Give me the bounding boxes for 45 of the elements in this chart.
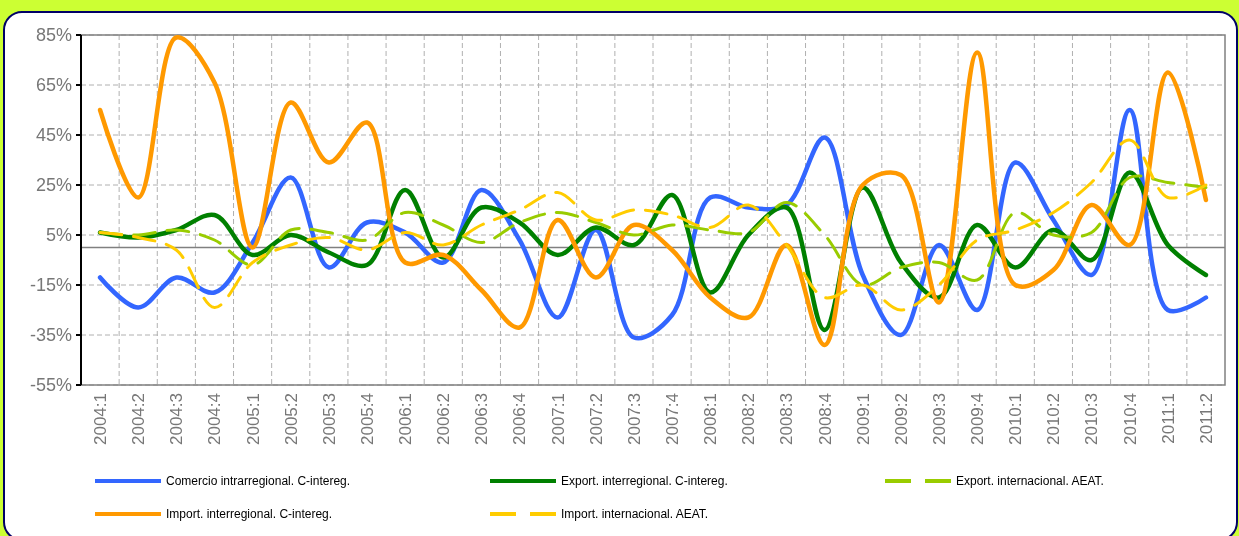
x-tick-label: 2004:1 xyxy=(91,393,111,445)
y-tick-label: 5% xyxy=(45,225,72,246)
y-tick-label: -35% xyxy=(29,325,72,346)
x-tick-label: 2011:1 xyxy=(1158,393,1178,444)
x-tick-label: 2004:3 xyxy=(167,393,187,445)
y-tick-label: -55% xyxy=(29,375,72,396)
line-series xyxy=(98,138,1208,312)
y-tick-label: -15% xyxy=(29,275,72,296)
x-tick-label: 2005:3 xyxy=(319,393,339,445)
x-tick-label: 2009:2 xyxy=(891,393,911,445)
legend-label: Import. interregional. C-intereg. xyxy=(166,507,333,522)
x-tick-label: 2005:4 xyxy=(357,393,377,445)
x-tick-label: 2007:2 xyxy=(586,393,606,445)
x-tick-label: 2007:1 xyxy=(548,393,568,445)
x-tick-label: 2006:1 xyxy=(396,393,416,445)
x-tick-label: 2006:2 xyxy=(434,393,454,445)
x-tick-label: 2005:1 xyxy=(243,393,263,445)
x-tick-label: 2008:2 xyxy=(739,393,759,445)
legend-label: Comercio intrarregional. C-intereg. xyxy=(166,474,351,489)
x-tick-label: 2006:3 xyxy=(472,393,492,445)
x-tick-label: 2005:2 xyxy=(281,393,301,445)
x-tick-label: 2008:1 xyxy=(701,393,721,445)
x-tick-label: 2010:3 xyxy=(1082,393,1102,445)
x-tick-label: 2010:1 xyxy=(1006,393,1026,445)
x-tick-label: 2010:4 xyxy=(1120,393,1140,445)
x-tick-label: 2007:4 xyxy=(663,393,683,445)
y-tick-label: 25% xyxy=(35,175,72,196)
x-tick-label: 2009:1 xyxy=(853,393,873,445)
x-tick-label: 2009:4 xyxy=(968,393,988,445)
x-tick-label: 2008:4 xyxy=(815,393,835,445)
x-tick-label: 2009:3 xyxy=(929,393,949,445)
line-series xyxy=(97,35,1209,348)
x-tick-label: 2011:2 xyxy=(1196,393,1216,444)
x-tick-label: 2004:2 xyxy=(129,393,149,445)
legend-label: Export. internacional. AEAT. xyxy=(956,474,1104,489)
x-tick-label: 2010:2 xyxy=(1044,393,1064,445)
legend-label: Import. internacional. AEAT. xyxy=(561,507,709,522)
y-tick-label: 85% xyxy=(35,25,72,46)
x-tick-label: 2006:4 xyxy=(510,393,530,445)
legend-label: Export. interregional. C-intereg. xyxy=(561,474,728,489)
x-tick-label: 2007:3 xyxy=(624,393,644,445)
x-tick-label: 2004:4 xyxy=(205,393,225,445)
y-tick-label: 65% xyxy=(35,75,72,96)
x-tick-label: 2008:3 xyxy=(777,393,797,445)
y-tick-label: 45% xyxy=(35,125,72,146)
